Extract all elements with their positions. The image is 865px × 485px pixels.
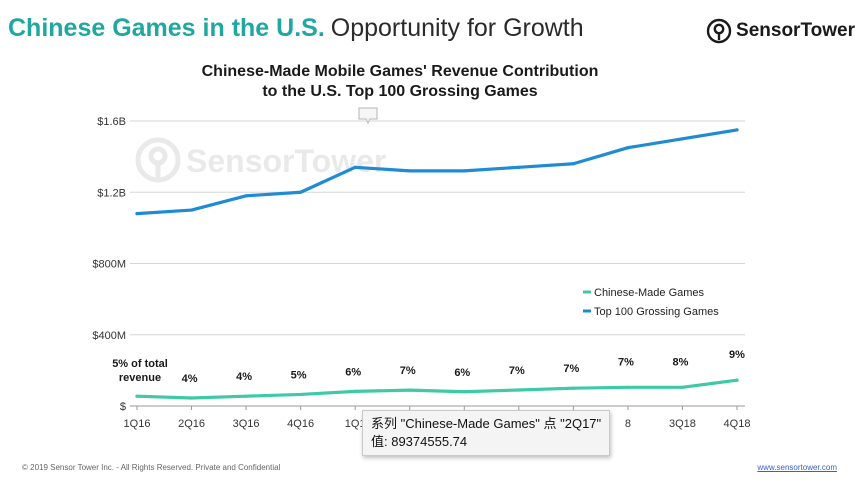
percent-label: 5% xyxy=(291,369,307,381)
chart-title-line1: Chinese-Made Mobile Games' Revenue Contr… xyxy=(201,63,599,80)
data-point xyxy=(626,146,630,150)
percent-label: 9% xyxy=(729,349,745,361)
data-point xyxy=(353,389,357,393)
watermark-text: SensorTower xyxy=(186,143,386,179)
x-tick-label: 1Q1 xyxy=(345,418,366,430)
series-line-chinese-made xyxy=(135,378,739,400)
percent-label: 7% xyxy=(509,365,525,377)
data-point xyxy=(517,388,521,392)
y-tick-label: $1.6B xyxy=(97,116,126,128)
y-tick-label: $ xyxy=(120,401,126,413)
x-axis: 1Q16 2Q16 3Q16 4Q16 1Q1 8 3Q18 4Q18 xyxy=(124,406,751,430)
x-tick-label: 1Q16 xyxy=(124,418,151,430)
percent-label: 7% xyxy=(400,365,416,377)
tooltip-line2: 值: 89374555.74 xyxy=(371,434,468,449)
y-tick-label: $400M xyxy=(92,330,126,342)
percent-label: revenue xyxy=(119,372,161,384)
data-point xyxy=(571,162,575,166)
y-axis: $ $400M $800M $1.2B $1.6B xyxy=(92,116,126,413)
data-point xyxy=(735,378,739,382)
header-title-bold: Chinese Games in the U.S. xyxy=(8,14,325,42)
percent-label: 6% xyxy=(454,367,470,379)
data-point xyxy=(299,392,303,397)
data-tooltip: 系列 "Chinese-Made Games" 点 "2Q17" 值: 8937… xyxy=(362,410,611,456)
data-point xyxy=(135,212,139,216)
data-point xyxy=(135,394,139,398)
x-tick-label: 4Q18 xyxy=(724,418,751,430)
y-tick-label: $800M xyxy=(92,259,126,271)
data-point xyxy=(462,169,466,173)
header-title: Chinese Games in the U.S. Opportunity for… xyxy=(8,14,584,43)
footer-link[interactable]: www.sensortower.com xyxy=(757,463,837,472)
data-point xyxy=(244,394,248,398)
watermark-logo-icon xyxy=(135,137,181,183)
data-point xyxy=(626,385,630,389)
data-point xyxy=(189,396,194,400)
footer-copyright: © 2019 Sensor Tower Inc. - All Rights Re… xyxy=(22,463,281,472)
percent-label: 4% xyxy=(236,371,252,383)
data-point xyxy=(462,390,466,394)
grid xyxy=(130,120,745,407)
header-title-light: Opportunity for Growth xyxy=(330,14,584,42)
x-tick-label: 8 xyxy=(625,418,631,430)
data-point xyxy=(408,388,412,392)
legend-label: Chinese-Made Games xyxy=(594,287,705,299)
data-point xyxy=(680,137,685,141)
x-tick-label: 4Q16 xyxy=(287,418,314,430)
percent-label: 8% xyxy=(673,356,689,368)
data-point xyxy=(408,169,412,173)
percent-label: 7% xyxy=(563,363,579,375)
x-tick-label: 3Q16 xyxy=(233,418,260,430)
y-tick-label: $1.2B xyxy=(97,187,126,199)
legend: Chinese-Made Games Top 100 Grossing Games xyxy=(583,287,719,318)
percent-labels: 5% of total 4% 4% 5% 6% 7% 6% 7% 7% 7% 8% 9% revenue xyxy=(112,349,745,385)
brand-name: SensorTower xyxy=(736,20,855,41)
data-point xyxy=(244,194,248,198)
data-point xyxy=(571,386,575,390)
tooltip-line1: 系列 "Chinese-Made Games" 点 "2Q17" xyxy=(371,416,602,431)
legend-label: Top 100 Grossing Games xyxy=(594,306,719,318)
brand-logo: SensorTower xyxy=(706,18,855,44)
x-tick-label: 3Q18 xyxy=(669,418,696,430)
x-tick-label: 2Q16 xyxy=(178,418,205,430)
percent-label: 7% xyxy=(618,356,634,368)
data-point xyxy=(299,190,303,194)
data-point xyxy=(353,165,357,169)
series-line-top100 xyxy=(135,128,739,216)
watermark: SensorTower xyxy=(135,137,386,183)
data-point xyxy=(517,165,521,169)
percent-label: 5% of total xyxy=(112,358,168,370)
chart-title: Chinese-Made Mobile Games' Revenue Contr… xyxy=(150,62,650,102)
percent-label: 6% xyxy=(345,366,361,378)
data-point xyxy=(680,385,685,389)
sensortower-logo-icon xyxy=(706,18,732,44)
chart-title-line2: to the U.S. Top 100 Grossing Games xyxy=(262,83,538,100)
series xyxy=(135,128,739,400)
data-point xyxy=(189,208,194,212)
percent-label: 4% xyxy=(182,373,198,385)
data-point xyxy=(735,128,739,132)
